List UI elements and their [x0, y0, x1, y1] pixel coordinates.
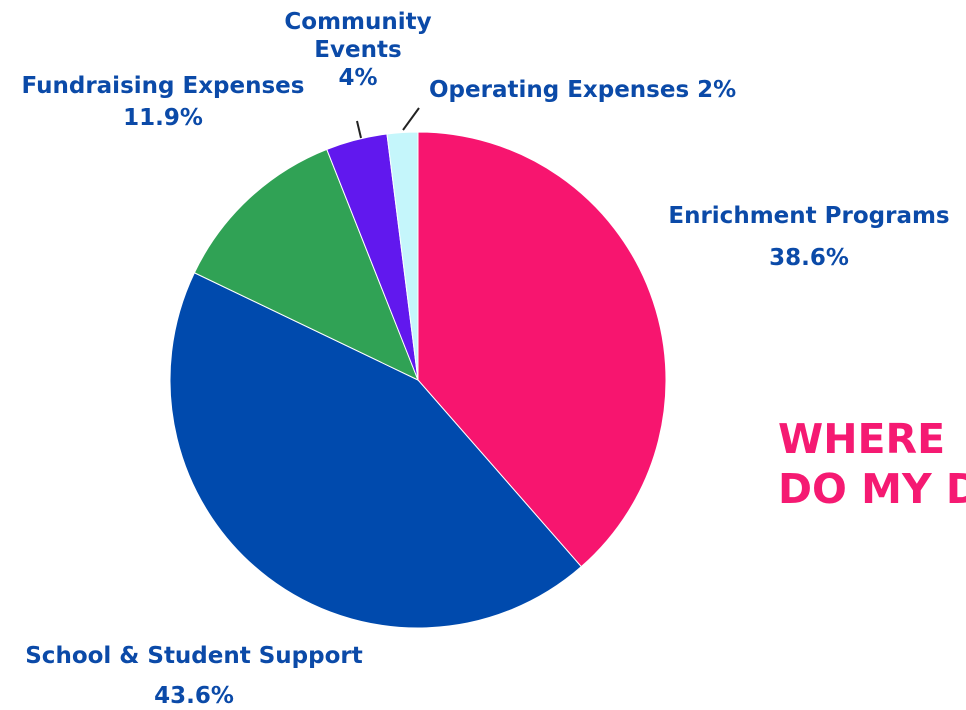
operating-leader-line	[402, 107, 420, 131]
enrichment-programs-label: Enrichment Programs 38.6%	[668, 202, 949, 272]
pie-slice-operating-expenses	[386, 131, 419, 381]
enrichment-programs-name: Enrichment Programs	[668, 203, 950, 229]
community-events-name-line2: Events	[314, 37, 402, 63]
operating-expenses-name: Operating Expenses 2%	[429, 77, 737, 103]
community-events-label: Community Events 4%	[284, 8, 431, 92]
community-events-name-line1: Community	[284, 9, 432, 35]
headline-line2: DO MY D	[778, 465, 966, 513]
enrichment-programs-pct: 38.6%	[769, 245, 849, 271]
community-events-pct: 4%	[338, 65, 378, 91]
fundraising-expenses-pct: 11.9%	[123, 105, 203, 131]
school-student-support-name: School & Student Support	[25, 643, 363, 669]
pie-slice-enrichment-programs	[417, 131, 667, 568]
headline-line1: WHERE	[778, 415, 946, 463]
pie-slice-fundraising-expenses	[193, 148, 419, 382]
community-leader-line	[356, 120, 362, 139]
operating-expenses-label: Operating Expenses 2%	[429, 76, 736, 104]
fundraising-expenses-name: Fundraising Expenses	[21, 73, 305, 99]
pie-slice-school-student-support	[169, 272, 582, 629]
pie-slices	[169, 131, 667, 629]
fundraising-expenses-label: Fundraising Expenses 11.9%	[22, 72, 305, 132]
headline: WHERE DO MY D	[778, 414, 966, 514]
school-student-support-label: School & Student Support 43.6%	[25, 642, 363, 710]
school-student-support-pct: 43.6%	[154, 683, 234, 709]
